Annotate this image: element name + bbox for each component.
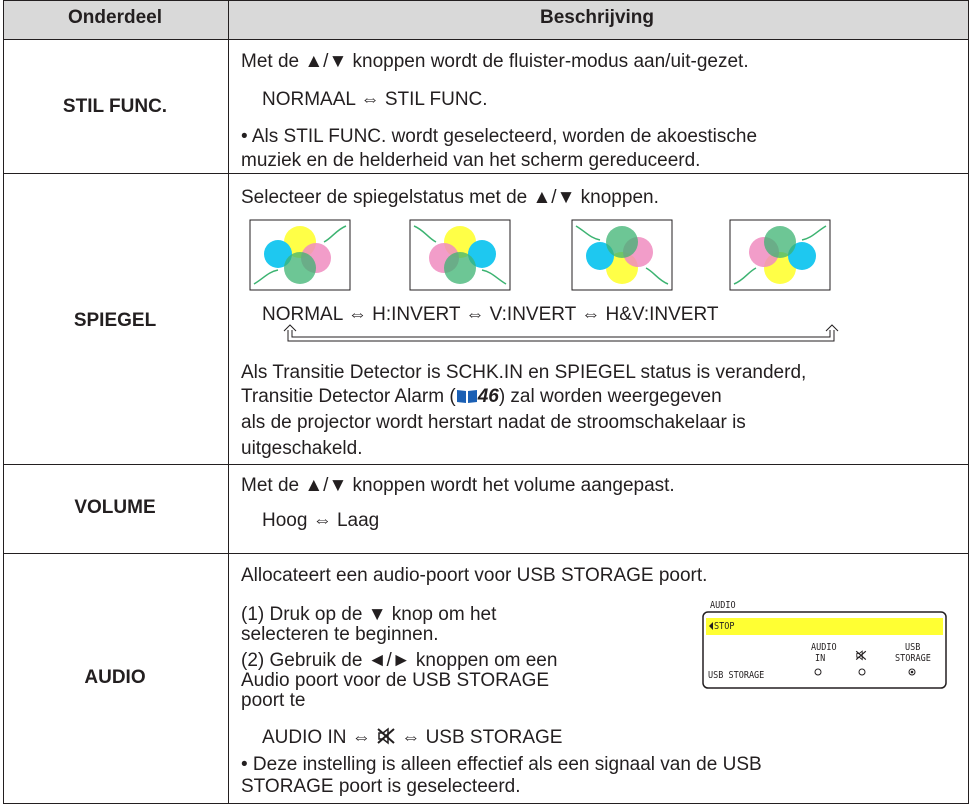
cycle-arrow xyxy=(283,324,839,342)
text-line: muziek en de helderheid van het scherm g… xyxy=(241,150,701,171)
text-line: Audio poort voor de USB STORAGE xyxy=(241,670,550,691)
text-line: NORMAL ⇔ H:INVERT ⇔ V:INVERT ⇔ H&V:INVER… xyxy=(262,304,719,325)
text-line: • Deze instelling is alleen effectief al… xyxy=(241,754,762,775)
menu-option: AUDIO xyxy=(811,642,837,653)
item-label: AUDIO xyxy=(84,667,146,688)
row-divider xyxy=(3,39,968,40)
menu-option: IN xyxy=(815,653,826,664)
item-label: STIL FUNC. xyxy=(62,96,168,117)
text-line: Met de ▲/▼ knoppen wordt de fluister-mod… xyxy=(241,51,749,72)
text-line: poort te xyxy=(241,690,306,711)
mirror-illustrations xyxy=(249,219,839,342)
text-line: (1) Druk op de ▼ knop om het xyxy=(241,604,497,625)
text-line: STORAGE poort is geselecteerd. xyxy=(241,776,521,797)
mute-icon xyxy=(377,727,395,745)
header-cell: Onderdeel xyxy=(68,7,162,28)
text-line: NORMAAL ⇔ STIL FUNC. xyxy=(262,89,488,110)
menu-title: AUDIO xyxy=(710,600,736,611)
audio-menu xyxy=(702,611,947,689)
text: AUDIO IN ⇔ xyxy=(262,727,371,748)
text: ) zal worden weergegeven xyxy=(498,386,722,407)
text-line: selecteren te beginnen. xyxy=(241,624,439,645)
text: ⇔ USB STORAGE xyxy=(401,727,563,748)
text-line: Transitie Detector Alarm ( 46) zal worden… xyxy=(241,386,722,408)
header-background xyxy=(3,1,968,39)
text-line: (2) Gebruik de ◄/► knoppen om een xyxy=(241,650,558,671)
text-line: Allocateert een audio-poort voor USB STO… xyxy=(241,565,708,586)
text: Transitie Detector Alarm ( xyxy=(241,386,456,407)
column-divider xyxy=(228,0,229,804)
menu-option: USB xyxy=(905,642,921,653)
row-divider xyxy=(3,464,968,465)
text-line: uitgeschakeld. xyxy=(241,438,363,459)
page-reference[interactable]: 46 xyxy=(477,386,499,407)
text-line: als de projector wordt herstart nadat de… xyxy=(241,412,746,433)
row-divider xyxy=(3,173,968,174)
text-line: AUDIO IN ⇔ ⇔ USB STORAGE xyxy=(262,727,562,749)
text-line: Met de ▲/▼ knoppen wordt het volume aang… xyxy=(241,475,675,496)
menu-option: STORAGE xyxy=(895,653,931,664)
item-label: VOLUME xyxy=(74,497,156,518)
text-line: Hoog ⇔ Laag xyxy=(262,510,380,531)
menu-selected: STOP xyxy=(714,621,735,632)
text-line: Als Transitie Detector is SCHK.IN en SPI… xyxy=(241,362,807,383)
row-divider xyxy=(3,553,968,554)
header-cell: Beschrijving xyxy=(539,7,655,28)
book-icon xyxy=(456,390,477,403)
text-line: • Als STIL FUNC. wordt geselecteerd, wor… xyxy=(241,126,758,147)
text-line: Selecteer de spiegelstatus met de ▲/▼ kn… xyxy=(241,187,659,208)
item-label: SPIEGEL xyxy=(73,310,157,331)
menu-source: USB STORAGE xyxy=(708,670,765,681)
